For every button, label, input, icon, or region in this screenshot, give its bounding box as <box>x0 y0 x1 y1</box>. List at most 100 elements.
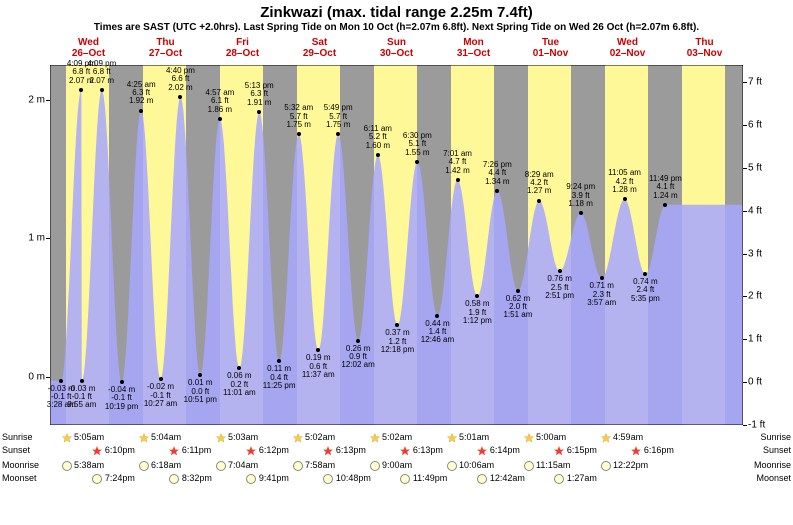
row-label: Moonrise <box>2 460 39 470</box>
tide-label: 7:01 am4.7 ft1.42 m <box>443 150 472 175</box>
sunrise-time: 5:01am <box>447 432 490 443</box>
tide-label: 4:57 am6.1 ft1.86 m <box>205 89 234 114</box>
moonset-time: 9:41pm <box>246 473 289 484</box>
tide-label: 0.44 m1.4 ft12:46 am <box>421 320 454 345</box>
date-label: Thu03–Nov <box>665 37 745 59</box>
sunrise-time: 4:59am <box>601 432 644 443</box>
sunset-time: 6:12pm <box>246 445 289 456</box>
tide-label: 0.19 m0.6 ft11:37 am <box>302 354 335 379</box>
y-tick-right: -1 ft <box>748 420 773 431</box>
y-tick-right: 3 ft <box>748 248 773 259</box>
moonrise-time: 10:06am <box>447 460 495 471</box>
sunset-time: 6:14pm <box>477 445 520 456</box>
tide-label: 9:24 pm3.9 ft1.18 m <box>566 183 595 208</box>
y-tick-left: 0 m <box>20 371 45 382</box>
tide-point <box>516 289 520 293</box>
row-label: Sunrise <box>2 432 33 442</box>
tide-point <box>643 272 647 276</box>
tide-point <box>198 373 202 377</box>
tide-point <box>356 339 360 343</box>
date-label: Wed26–Oct <box>49 37 129 59</box>
tide-label: 0.76 m2.5 ft2:51 pm <box>545 275 574 300</box>
date-label: Thu27–Oct <box>126 37 206 59</box>
moonrise-time: 12:22pm <box>601 460 649 471</box>
tide-point <box>537 199 541 203</box>
tide-label: 0.62 m2.0 ft1:51 am <box>503 295 532 320</box>
moonset-time: 11:49pm <box>400 473 447 484</box>
date-label: Fri28–Oct <box>203 37 283 59</box>
date-label: Sun30–Oct <box>357 37 437 59</box>
row-label: Sunrise <box>760 432 791 442</box>
date-label: Wed02–Nov <box>588 37 668 59</box>
tide-point <box>376 153 380 157</box>
tide-label: 0.11 m0.4 ft11:25 pm <box>263 365 296 390</box>
y-tick-left: 1 m <box>20 233 45 244</box>
tide-point <box>623 197 627 201</box>
moonset-time: 8:32pm <box>169 473 212 484</box>
tide-label: 4:09 pm6.8 ft2.07 m <box>87 60 116 85</box>
tide-label: 8:29 am4.2 ft1.27 m <box>525 171 554 196</box>
tide-point <box>395 323 399 327</box>
moonrise-time: 7:04am <box>216 460 259 471</box>
row-label: Sunset <box>763 445 791 455</box>
tide-label: 4:25 am6.3 ft1.92 m <box>127 81 156 106</box>
sunset-time: 6:16pm <box>631 445 674 456</box>
tide-label: 0.71 m2.3 ft3:57 am <box>587 282 616 307</box>
moonset-time: 12:42am <box>477 473 525 484</box>
sunrise-time: 5:05am <box>62 432 105 443</box>
sunrise-time: 5:00am <box>524 432 567 443</box>
tide-label: 5:13 pm6.3 ft1.91 m <box>245 82 274 107</box>
tide-label: 0.06 m0.2 ft11:01 am <box>223 372 256 397</box>
chart-title: Zinkwazi (max. tidal range 2.25m 7.4ft) <box>0 4 793 21</box>
moonset-time: 7:24pm <box>92 473 135 484</box>
tide-label: -0.03 m-0.1 ft9:55 am <box>67 385 96 410</box>
tide-point <box>600 276 604 280</box>
y-tick-left: 2 m <box>20 94 45 105</box>
y-tick-right: 6 ft <box>748 120 773 131</box>
moonset-time: 10:48pm <box>323 473 371 484</box>
tide-label: 0.37 m1.2 ft12:18 pm <box>381 329 414 354</box>
tide-point <box>100 88 104 92</box>
moonset-time: 1:27am <box>554 473 597 484</box>
sunset-time: 6:13pm <box>323 445 366 456</box>
date-label: Tue01–Nov <box>511 37 591 59</box>
tide-label: 5:49 pm5.7 ft1.75 m <box>324 104 353 129</box>
tide-label: -0.02 m-0.1 ft10:27 am <box>144 383 177 408</box>
y-tick-right: 1 ft <box>748 334 773 345</box>
tide-point <box>297 132 301 136</box>
tide-point <box>336 132 340 136</box>
tide-point <box>79 88 83 92</box>
tide-point <box>495 189 499 193</box>
chart-subtitle: Times are SAST (UTC +2.0hrs). Last Sprin… <box>0 22 793 33</box>
tide-label: 6:11 am5.2 ft1.60 m <box>364 125 392 150</box>
tide-label: -0.04 m-0.1 ft10:19 pm <box>105 386 138 411</box>
date-label: Sat29–Oct <box>280 37 360 59</box>
tide-label: 0.26 m0.9 ft12:02 am <box>341 345 374 370</box>
tide-point <box>316 348 320 352</box>
tide-label: 0.01 m0.0 ft10:51 pm <box>184 379 217 404</box>
y-tick-right: 0 ft <box>748 377 773 388</box>
sunset-time: 6:11pm <box>169 445 211 456</box>
y-tick-right: 5 ft <box>748 162 773 173</box>
tide-label: 7:26 pm4.4 ft1.34 m <box>483 161 512 186</box>
sunset-time: 6:15pm <box>554 445 597 456</box>
tide-point <box>558 269 562 273</box>
tide-point <box>139 109 143 113</box>
date-label: Mon31–Oct <box>434 37 514 59</box>
row-label: Moonrise <box>754 460 791 470</box>
moonrise-time: 11:15am <box>524 460 571 471</box>
sunset-time: 6:10pm <box>92 445 135 456</box>
tide-point <box>237 366 241 370</box>
sunrise-time: 5:04am <box>139 432 182 443</box>
tide-point <box>435 314 439 318</box>
plot-area: Wed26–OctThu27–OctFri28–OctSat29–OctSun3… <box>50 65 743 425</box>
tide-point <box>218 117 222 121</box>
tide-label: 6:30 pm5.1 ft1.55 m <box>403 132 432 157</box>
tide-point <box>178 95 182 99</box>
tide-point <box>415 160 419 164</box>
moonrise-time: 9:00am <box>370 460 413 471</box>
sunrise-time: 5:02am <box>370 432 413 443</box>
moonrise-time: 6:18am <box>139 460 182 471</box>
tide-label: 4:40 pm6.6 ft2.02 m <box>166 67 195 92</box>
tide-point <box>59 379 63 383</box>
